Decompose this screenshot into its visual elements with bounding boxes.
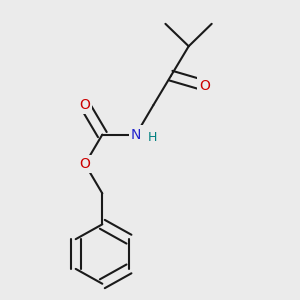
Text: O: O (80, 157, 90, 171)
Text: H: H (148, 131, 157, 144)
Text: O: O (80, 98, 90, 112)
Text: O: O (199, 79, 210, 92)
Text: N: N (131, 128, 141, 142)
